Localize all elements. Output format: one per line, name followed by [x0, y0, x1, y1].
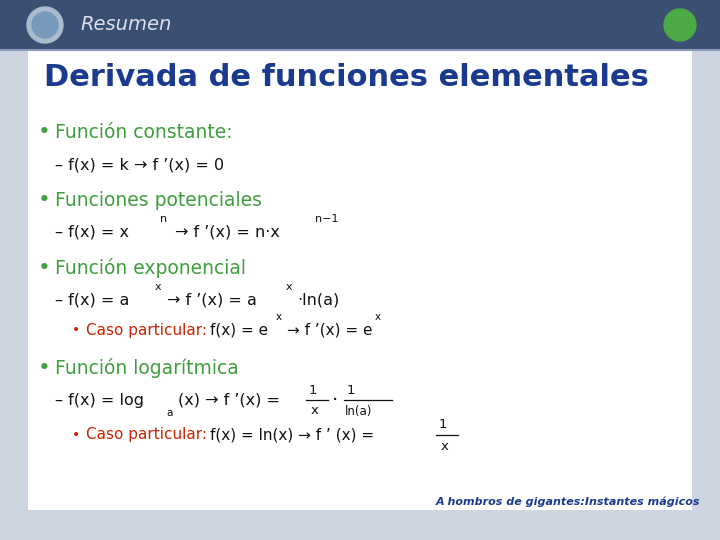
Bar	[0, 0, 720, 50]
Text: Caso particular:: Caso particular:	[86, 428, 207, 442]
Text: x: x	[276, 312, 282, 322]
Text: 1: 1	[309, 383, 318, 396]
Circle shape	[664, 9, 696, 41]
Text: → f ’(x) = a: → f ’(x) = a	[167, 293, 257, 307]
Text: 1: 1	[347, 383, 356, 396]
Text: – f(x) = x: – f(x) = x	[55, 225, 129, 240]
Text: n−1: n−1	[315, 214, 338, 224]
Circle shape	[27, 7, 63, 43]
Text: •: •	[38, 258, 50, 278]
Text: – f(x) = k → f ’(x) = 0: – f(x) = k → f ’(x) = 0	[55, 158, 224, 172]
Text: a: a	[166, 408, 172, 418]
Text: → f ’(x) = n·x: → f ’(x) = n·x	[175, 225, 280, 240]
Text: (x) → f ’(x) =: (x) → f ’(x) =	[178, 393, 280, 408]
Text: •: •	[38, 358, 50, 378]
Text: Función constante:: Función constante:	[55, 123, 233, 141]
Text: f(x) = e: f(x) = e	[210, 322, 268, 338]
Text: •: •	[72, 428, 80, 442]
Text: – f(x) = log: – f(x) = log	[55, 393, 144, 408]
Bar	[28, 48, 692, 510]
Text: A hombros de gigantes:Instantes mágicos: A hombros de gigantes:Instantes mágicos	[436, 497, 700, 507]
Text: x: x	[155, 282, 161, 292]
Circle shape	[32, 12, 58, 38]
Text: f(x) = ln(x) → f ’ (x) =: f(x) = ln(x) → f ’ (x) =	[210, 428, 374, 442]
Text: x: x	[311, 404, 319, 417]
Text: •: •	[72, 323, 80, 337]
Text: Resumen: Resumen	[80, 16, 171, 35]
Text: ·: ·	[332, 390, 338, 409]
Text: – f(x) = a: – f(x) = a	[55, 293, 130, 307]
Text: •: •	[38, 190, 50, 210]
Text: x: x	[286, 282, 292, 292]
Text: ln(a): ln(a)	[345, 404, 372, 417]
Text: x: x	[375, 312, 381, 322]
Text: Funciones potenciales: Funciones potenciales	[55, 191, 262, 210]
Text: ·ln(a): ·ln(a)	[297, 293, 339, 307]
Text: •: •	[38, 122, 50, 142]
Text: Función logarítmica: Función logarítmica	[55, 358, 239, 378]
Text: → f ’(x) = e: → f ’(x) = e	[287, 322, 372, 338]
Text: n: n	[160, 214, 167, 224]
Text: x: x	[441, 440, 449, 453]
Text: Derivada de funciones elementales: Derivada de funciones elementales	[44, 64, 649, 92]
Text: Caso particular:: Caso particular:	[86, 322, 207, 338]
Text: Función exponencial: Función exponencial	[55, 258, 246, 278]
Text: 1: 1	[439, 418, 448, 431]
